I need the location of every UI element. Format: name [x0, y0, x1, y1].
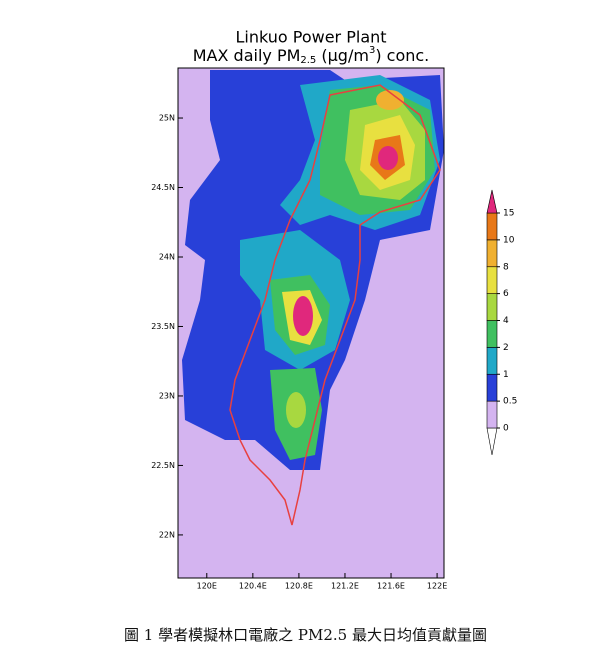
- lat-tick-label: 24N: [159, 252, 175, 261]
- hotspot: [376, 90, 404, 110]
- lat-tick-label: 25N: [159, 114, 175, 123]
- colorbar-segment: [486, 189, 498, 214]
- colorbar-segment: [486, 373, 498, 402]
- map-frame: [177, 67, 445, 579]
- colorbar-label: 4: [503, 316, 509, 326]
- subtitle-sub: 2.5: [300, 55, 316, 66]
- lat-tick-label: 24.5N: [151, 183, 175, 192]
- lon-tick-label: 122E: [427, 582, 447, 591]
- colorbar-label: 8: [503, 262, 509, 272]
- colorbar-segment: [486, 266, 498, 294]
- figure: Linkuo Power Plant MAX daily PM2.5 (μg/m…: [151, 28, 517, 591]
- colorbar-label: 6: [503, 289, 509, 299]
- lon-tick-label: 121.6E: [377, 582, 405, 591]
- lon-tick-label: 121.2E: [331, 582, 359, 591]
- region-ygreen: [286, 392, 306, 428]
- colorbar-label: 10: [503, 235, 515, 245]
- subtitle-part: ) conc.: [375, 46, 429, 65]
- subtitle-part: MAX daily PM: [193, 46, 301, 65]
- lat-tick-label: 23N: [159, 391, 175, 400]
- colorbar-segment: [486, 320, 498, 348]
- lat-tick-label: 23.5N: [151, 322, 175, 331]
- lat-tick-label: 22N: [159, 530, 175, 539]
- caption: 圖 1 學者模擬林口電廠之 PM2.5 最大日均值貢獻量圖: [124, 626, 487, 644]
- colorbar-label: 0: [503, 424, 509, 434]
- colorbar-label: 0.5: [503, 397, 517, 407]
- lon-tick-label: 120.4E: [239, 582, 267, 591]
- map: [177, 67, 445, 579]
- lon-tick-label: 120E: [197, 582, 217, 591]
- subtitle-sup: 3: [369, 45, 375, 56]
- lat-tick-label: 22.5N: [151, 461, 175, 470]
- map-subtitle: MAX daily PM2.5 (μg/m3) conc.: [193, 45, 430, 66]
- colorbar-segment: [486, 427, 498, 456]
- colorbar-segment: [486, 239, 498, 268]
- map-title: Linkuo Power Plant: [235, 28, 386, 47]
- colorbar-segment: [486, 400, 498, 429]
- hotspot: [378, 146, 398, 170]
- coastline: [229, 84, 441, 526]
- colorbar-segment: [486, 293, 498, 321]
- subtitle-part: (μg/m: [316, 46, 369, 65]
- colorbar-label: 1: [503, 370, 509, 380]
- hotspot: [293, 296, 313, 336]
- colorbar-segment: [486, 212, 498, 241]
- colorbar-label: 2: [503, 343, 509, 353]
- lon-tick-label: 120.8E: [285, 582, 313, 591]
- colorbar-segment: [486, 347, 498, 375]
- colorbar-label: 15: [503, 209, 514, 219]
